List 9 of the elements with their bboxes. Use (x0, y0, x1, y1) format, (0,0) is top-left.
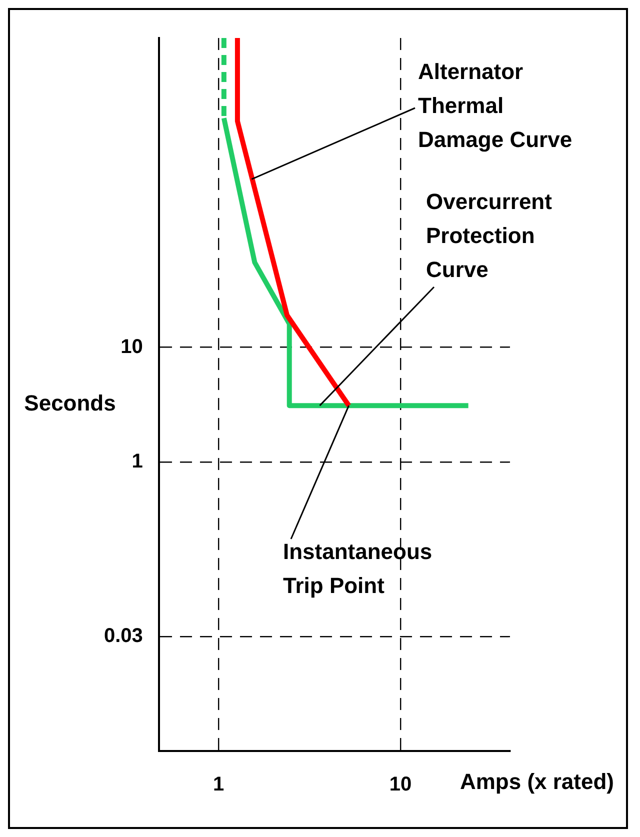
y-axis-title: Seconds (24, 390, 116, 416)
y-tick-label: 0.03 (104, 624, 143, 647)
annotation: Alternator Thermal Damage Curve (418, 59, 572, 152)
page-frame: 1 10 10 1 0.03 Alternator Thermal Damage Curve Overcurrent Protection Curve Instantaneous Trip Point Seconds Amps (x rated) (8, 8, 628, 829)
annotation: Instantaneous Trip Point (283, 539, 432, 598)
y-tick-label: 1 (132, 450, 143, 472)
annotation: Overcurrent Protection Curve (426, 189, 553, 282)
y-tick-label: 10 (120, 336, 143, 358)
x-axis-title: Amps (x rated) (460, 769, 614, 794)
